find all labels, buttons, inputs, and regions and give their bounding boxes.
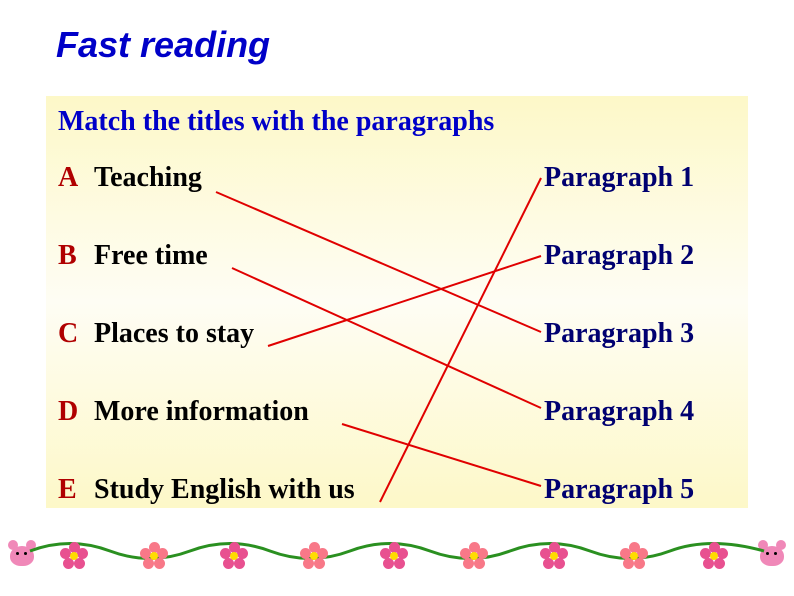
letter-a: A (58, 162, 78, 194)
paragraph-4: Paragraph 4 (544, 396, 694, 428)
title-freetime: Free time (94, 240, 208, 272)
letter-c: C (58, 318, 78, 350)
line-e (380, 178, 541, 502)
flower-icon (220, 542, 248, 570)
title-study: Study English with us (94, 474, 355, 506)
letter-e: E (58, 474, 77, 506)
letter-b: B (58, 240, 77, 272)
title-places: Places to stay (94, 318, 254, 350)
title-teaching: Teaching (94, 162, 202, 194)
paragraph-3: Paragraph 3 (544, 318, 694, 350)
connection-lines (46, 96, 748, 508)
paragraph-1: Paragraph 1 (544, 162, 694, 194)
title-moreinfo: More information (94, 396, 309, 428)
line-d (342, 424, 541, 486)
flower-icon (460, 542, 488, 570)
paragraph-2: Paragraph 2 (544, 240, 694, 272)
content-box: Match the titles with the paragraphs A T… (46, 96, 748, 508)
main-title: Fast reading (56, 24, 270, 66)
line-b (232, 268, 541, 408)
paragraph-5: Paragraph 5 (544, 474, 694, 506)
line-c (268, 256, 541, 346)
flower-icon (380, 542, 408, 570)
subtitle: Match the titles with the paragraphs (58, 106, 494, 138)
flower-icon (300, 542, 328, 570)
flower-icon (140, 542, 168, 570)
line-a (216, 192, 541, 332)
flower-icon (620, 542, 648, 570)
letter-d: D (58, 396, 78, 428)
flower-icon (60, 542, 88, 570)
flower-icon (700, 542, 728, 570)
flower-icon (540, 542, 568, 570)
